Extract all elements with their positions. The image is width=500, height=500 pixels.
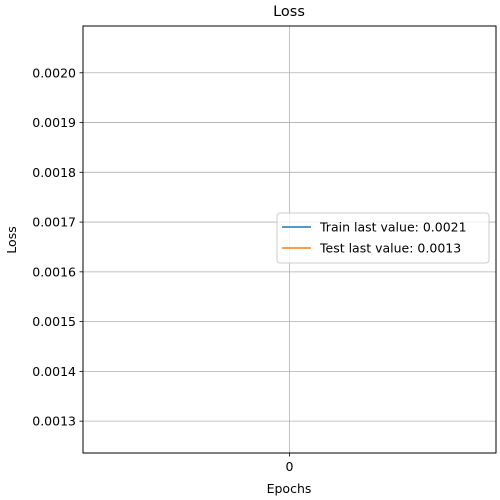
y-tick-label: 0.0019: [32, 115, 76, 130]
x-tick-label: 0: [286, 459, 294, 474]
legend-label-train: Train last value: 0.0021: [319, 220, 467, 235]
legend: Train last value: 0.0021 Test last value…: [276, 212, 490, 264]
legend-box: [276, 212, 490, 264]
y-tick-label: 0.0020: [32, 65, 76, 80]
y-axis-label: Loss: [4, 226, 19, 253]
y-tick-label: 0.0017: [32, 215, 76, 230]
grid: [83, 26, 496, 453]
y-tick-label: 0.0016: [32, 264, 76, 279]
ticks: 0.0013 0.0014 0.0015 0.0016 0.0017 0.0018 0.00…: [32, 65, 293, 474]
legend-label-test: Test last value: 0.0013: [319, 241, 461, 256]
y-tick-label: 0.0018: [32, 165, 76, 180]
x-axis-label: Epochs: [267, 481, 312, 496]
y-tick-label: 0.0015: [32, 314, 76, 329]
chart-title: Loss: [273, 4, 305, 20]
y-tick-label: 0.0013: [32, 414, 76, 429]
y-tick-label: 0.0014: [32, 364, 76, 379]
